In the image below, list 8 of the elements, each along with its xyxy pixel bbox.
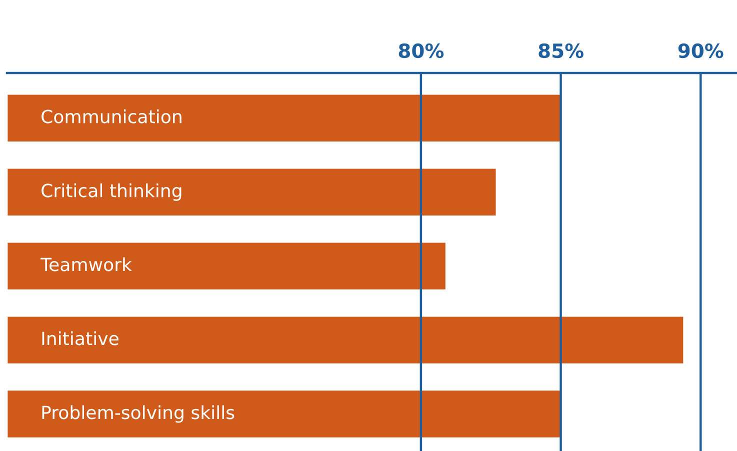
y-tick-label: Communication	[42, 109, 182, 124]
x-tick-label: 90%	[678, 43, 724, 58]
x-tick-label: 85%	[538, 43, 584, 58]
y-tick-label: Teamwork	[40, 257, 132, 272]
y-tick-label: Problem-solving skills	[42, 405, 234, 423]
y-tick-label: Initiative	[42, 331, 118, 346]
x-tick-label: 80%	[398, 43, 444, 58]
y-tick-label: Critical thinking	[42, 183, 182, 201]
